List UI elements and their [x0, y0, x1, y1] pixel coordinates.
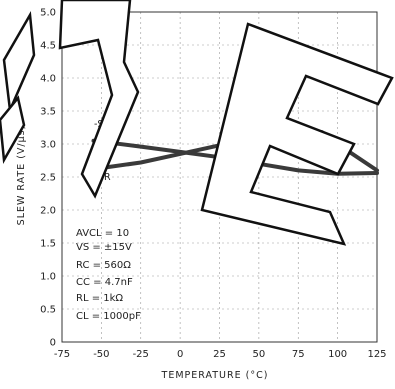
overlay-letter-shape-left-lower: [0, 95, 26, 165]
y-tick-label-7: 3.5: [40, 107, 56, 118]
y-tick-label-6: 3.0: [40, 140, 56, 151]
overlay-letter-shape-right: [200, 22, 394, 246]
conditions-annotation: AVCL = 10 VS = ±15V RC = 560Ω CC = 4.7nF…: [76, 228, 141, 322]
y-tick-label-9: 4.5: [40, 41, 56, 52]
overlay-letter-shape-left: [2, 11, 36, 115]
x-tick-label-5: 50: [253, 349, 266, 360]
x-tick-label-6: 75: [292, 349, 305, 360]
x-tick-label-1: -50: [93, 349, 109, 360]
y-tick-label-1: 0.5: [40, 305, 56, 316]
y-tick-label-3: 1.5: [40, 239, 56, 250]
x-tick-label-4: 25: [213, 349, 226, 360]
annotation-line-3: RC = 560Ω: [76, 260, 131, 271]
annotation-line-5: RL = 1kΩ: [76, 293, 123, 304]
plot-frame: [61, 11, 378, 343]
y-tick-label-8: 4.0: [40, 74, 56, 85]
y-tick-label-10: 5.0: [40, 8, 56, 19]
annotation-line-4: CC = 4.7nF: [76, 277, 133, 288]
y-tick-label-2: 1.0: [40, 272, 56, 283]
y-tick-labels: 0 0.5 1.0 1.5 2.0 2.5 3.0 3.5 4.0 4.5 5.0: [40, 8, 56, 349]
y-tick-label-0: 0: [50, 338, 56, 349]
x-tick-labels: -75 -50 -25 0 25 50 75 100 125: [54, 349, 387, 360]
y-tick-label-5: 2.5: [40, 173, 56, 184]
annotation-line-1: AVCL = 10: [76, 228, 129, 239]
x-tick-label-0: -75: [54, 349, 70, 360]
x-tick-label-8: 125: [367, 349, 386, 360]
annotation-line-6: CL = 1000pF: [76, 311, 141, 322]
overlay-letter-shape-middle: [58, 0, 140, 199]
axes: [61, 11, 378, 343]
overlay-graphic: [0, 0, 394, 246]
y-tick-label-4: 2.0: [40, 206, 56, 217]
x-tick-label-3: 0: [177, 349, 183, 360]
x-tick-label-7: 100: [328, 349, 347, 360]
annotation-line-2: VS = ±15V: [76, 242, 132, 253]
y-axis-label: SLEW RATE (V/µs): [16, 125, 27, 226]
x-tick-label-2: -25: [133, 349, 149, 360]
x-axis-label: TEMPERATURE (°C): [161, 370, 269, 381]
